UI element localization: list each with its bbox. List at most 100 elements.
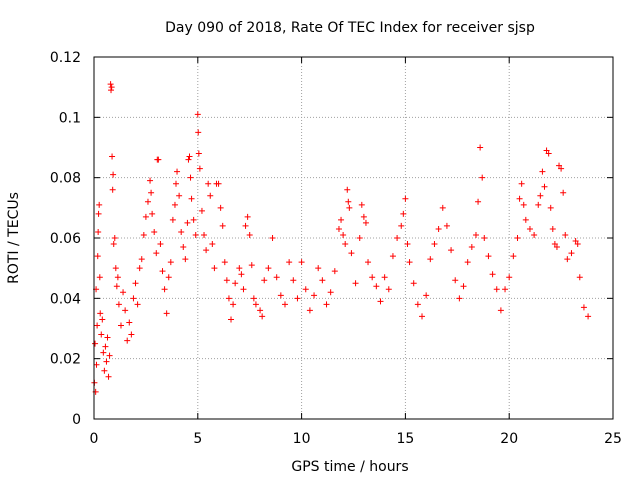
data-point (153, 250, 160, 257)
data-point (346, 204, 353, 211)
data-point (185, 156, 192, 163)
data-point (541, 183, 548, 190)
data-point (110, 171, 117, 178)
data-point (331, 268, 338, 275)
data-point (174, 168, 181, 175)
data-point (506, 274, 513, 281)
data-point (215, 180, 222, 187)
data-point (104, 334, 111, 341)
data-point (456, 295, 463, 302)
data-point (126, 319, 133, 326)
data-point (558, 165, 565, 172)
data-point (178, 228, 185, 235)
data-point (171, 201, 178, 208)
data-point (111, 235, 118, 241)
grid-lines (94, 57, 613, 419)
data-point (394, 235, 401, 241)
data-point (286, 259, 293, 266)
data-point (389, 253, 396, 260)
data-point (196, 165, 203, 172)
data-point (269, 235, 276, 241)
data-point (302, 286, 309, 293)
data-point (108, 84, 115, 91)
data-point (201, 231, 208, 238)
data-point (406, 259, 413, 266)
data-point (94, 322, 101, 329)
data-point (217, 204, 224, 211)
data-point (117, 322, 124, 329)
data-point (572, 238, 579, 245)
data-point (221, 259, 228, 266)
data-point (585, 313, 592, 320)
data-point (192, 231, 199, 238)
data-point (452, 277, 459, 284)
data-point (410, 280, 417, 287)
data-point (246, 231, 253, 238)
data-point (385, 286, 392, 293)
data-point (298, 259, 305, 266)
data-point (96, 201, 103, 208)
data-point (502, 286, 509, 293)
data-point (531, 231, 538, 238)
data-point (140, 231, 147, 238)
data-point (537, 192, 544, 199)
data-point (188, 195, 195, 202)
data-point (110, 241, 117, 248)
data-point (539, 168, 546, 175)
data-point (97, 310, 104, 317)
data-point (323, 301, 330, 308)
y-tick-label: 0.02 (50, 352, 81, 368)
data-point (161, 286, 168, 293)
data-point (549, 225, 556, 232)
data-point (128, 331, 135, 338)
data-point (113, 283, 120, 290)
data-point (112, 265, 119, 272)
data-point (348, 250, 355, 257)
data-point (327, 289, 334, 296)
data-point (98, 331, 105, 338)
data-point (273, 274, 280, 281)
data-point (120, 289, 127, 296)
data-point (96, 274, 103, 281)
x-tick-label: 15 (396, 431, 414, 447)
data-point (290, 277, 297, 284)
tick-labels: 0 5 10 15 20 25 0 0.02 0.04 0.06 0.08 0.1 0.12 (50, 50, 622, 447)
data-point (485, 253, 492, 260)
data-point (159, 268, 166, 275)
data-point (109, 153, 116, 160)
data-point (338, 216, 345, 223)
data-point (564, 256, 571, 263)
data-point (115, 301, 122, 308)
data-point (319, 277, 326, 284)
data-point (207, 192, 214, 199)
x-tick-label: 0 (90, 431, 99, 447)
axes (93, 56, 614, 420)
data-point (475, 198, 482, 205)
data-point (479, 174, 486, 181)
data-point (306, 307, 313, 314)
data-point (138, 256, 145, 263)
data-point (431, 241, 438, 248)
data-point (481, 235, 488, 241)
data-point (342, 241, 349, 248)
data-point (259, 313, 266, 320)
data-point (95, 210, 102, 217)
data-point (356, 235, 363, 241)
data-point (173, 180, 180, 187)
data-point (100, 349, 107, 356)
data-point (335, 225, 342, 232)
data-point (134, 301, 141, 308)
data-point (108, 87, 115, 94)
data-point (187, 174, 194, 181)
data-point (402, 195, 409, 202)
data-point (230, 301, 237, 308)
data-point (94, 253, 101, 260)
x-axis-label: GPS time / hours (291, 459, 408, 475)
data-point (106, 352, 113, 359)
data-point (144, 198, 151, 205)
data-point (360, 213, 367, 220)
y-axis-label: ROTI / TECUs (6, 192, 22, 284)
data-point (265, 265, 272, 272)
data-point (439, 204, 446, 211)
data-point (514, 235, 521, 241)
